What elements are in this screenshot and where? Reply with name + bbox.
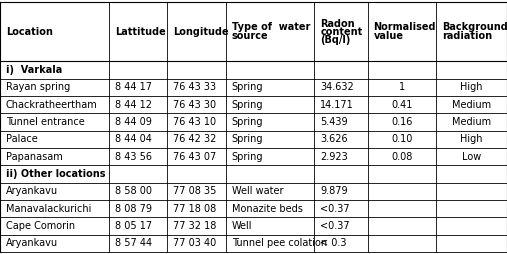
Text: 8 05 17: 8 05 17 [115, 221, 152, 231]
Text: Spring: Spring [232, 100, 263, 110]
Text: 8 43 56: 8 43 56 [115, 152, 152, 162]
Text: Location: Location [6, 27, 53, 37]
Text: Well: Well [232, 221, 252, 231]
Text: Spring: Spring [232, 82, 263, 92]
Text: Monazite beds: Monazite beds [232, 204, 303, 214]
Text: Papanasam: Papanasam [6, 152, 63, 162]
Text: 8 44 09: 8 44 09 [115, 117, 152, 127]
Text: Spring: Spring [232, 117, 263, 127]
Text: 76 43 30: 76 43 30 [173, 100, 216, 110]
Text: 5.439: 5.439 [320, 117, 348, 127]
Text: 1: 1 [399, 82, 405, 92]
Text: 8 44 17: 8 44 17 [115, 82, 152, 92]
Text: 77 18 08: 77 18 08 [173, 204, 216, 214]
Text: Medium: Medium [452, 117, 491, 127]
Text: Cape Comorin: Cape Comorin [6, 221, 75, 231]
Text: 76 43 10: 76 43 10 [173, 117, 216, 127]
Text: Background: Background [442, 22, 507, 32]
Text: i)  Varkala: i) Varkala [6, 65, 62, 75]
Text: ii) Other locations: ii) Other locations [6, 169, 105, 179]
Text: source: source [232, 31, 268, 41]
Text: (Bq/l): (Bq/l) [320, 35, 351, 45]
Text: 0.10: 0.10 [391, 134, 413, 144]
Text: 14.171: 14.171 [320, 100, 354, 110]
Text: 77 03 40: 77 03 40 [173, 238, 216, 248]
Text: content: content [320, 27, 363, 37]
Text: Radon: Radon [320, 19, 355, 29]
Text: 3.626: 3.626 [320, 134, 348, 144]
Text: Manavalackurichi: Manavalackurichi [6, 204, 91, 214]
Text: 34.632: 34.632 [320, 82, 354, 92]
Text: Chackratheertham: Chackratheertham [6, 100, 98, 110]
Text: <0.37: <0.37 [320, 204, 350, 214]
Text: 77 08 35: 77 08 35 [173, 186, 216, 196]
Text: Type of  water: Type of water [232, 22, 310, 32]
Text: 0.08: 0.08 [391, 152, 413, 162]
Text: 8 57 44: 8 57 44 [115, 238, 152, 248]
Text: Tunnel entrance: Tunnel entrance [6, 117, 85, 127]
Text: 0.41: 0.41 [391, 100, 413, 110]
Text: 8 08 79: 8 08 79 [115, 204, 152, 214]
Text: < 0.3: < 0.3 [320, 238, 347, 248]
Text: 76 43 33: 76 43 33 [173, 82, 216, 92]
Text: Medium: Medium [452, 100, 491, 110]
Text: value: value [374, 31, 404, 41]
Text: High: High [460, 134, 483, 144]
Text: radiation: radiation [442, 31, 492, 41]
Text: Tunnel pee colation: Tunnel pee colation [232, 238, 327, 248]
Text: Aryankavu: Aryankavu [6, 186, 58, 196]
Text: High: High [460, 82, 483, 92]
Text: Lattitude: Lattitude [115, 27, 166, 37]
Text: 76 43 07: 76 43 07 [173, 152, 216, 162]
Text: Longitude: Longitude [173, 27, 229, 37]
Text: 8 44 04: 8 44 04 [115, 134, 152, 144]
Text: 0.16: 0.16 [391, 117, 413, 127]
Text: Rayan spring: Rayan spring [6, 82, 70, 92]
Text: 2.923: 2.923 [320, 152, 348, 162]
Text: <0.37: <0.37 [320, 221, 350, 231]
Text: Palace: Palace [6, 134, 38, 144]
Text: Spring: Spring [232, 152, 263, 162]
Text: Well water: Well water [232, 186, 283, 196]
Text: 76 42 32: 76 42 32 [173, 134, 216, 144]
Text: 77 32 18: 77 32 18 [173, 221, 216, 231]
Text: 8 58 00: 8 58 00 [115, 186, 152, 196]
Text: Normalised: Normalised [374, 22, 436, 32]
Text: Aryankavu: Aryankavu [6, 238, 58, 248]
Text: Low: Low [462, 152, 481, 162]
Text: 9.879: 9.879 [320, 186, 348, 196]
Text: Spring: Spring [232, 134, 263, 144]
Text: 8 44 12: 8 44 12 [115, 100, 152, 110]
